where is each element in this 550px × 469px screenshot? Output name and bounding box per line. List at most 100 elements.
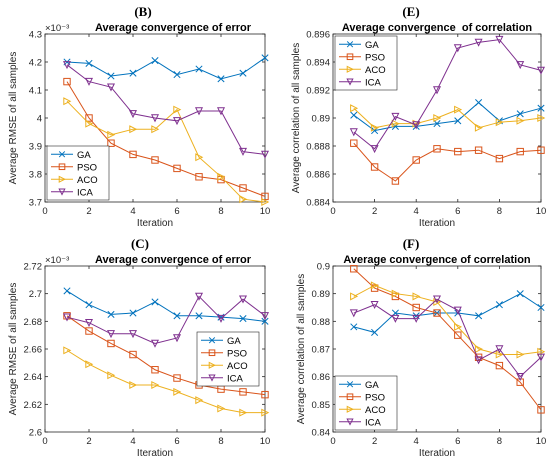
data-point-aco <box>85 360 94 369</box>
y-axis-label: Average RMSE of all samples <box>8 283 19 416</box>
data-point-ga <box>537 303 545 312</box>
exponent-label: ×10⁻³ <box>45 23 69 34</box>
y-tick-label: 2.64 <box>24 372 43 383</box>
data-point-ga <box>495 301 503 309</box>
data-point-ica <box>260 312 270 321</box>
legend-swatch-marker <box>346 393 354 401</box>
legend-label: GA <box>365 380 379 391</box>
data-point-aco <box>516 116 525 125</box>
data-point-pso <box>173 374 181 382</box>
legend-box <box>46 145 110 201</box>
data-point-pso <box>239 184 247 192</box>
data-point-pso <box>412 156 420 164</box>
data-point-pso <box>85 327 93 335</box>
data-point-pso <box>107 339 115 348</box>
data-point-ica <box>453 44 462 53</box>
data-point-pso <box>433 145 441 153</box>
data-point-ica <box>128 330 138 339</box>
x-tick-label: 4 <box>130 436 135 447</box>
data-point-ica <box>106 83 116 92</box>
data-point-pso <box>129 150 137 159</box>
legend-swatch-marker <box>346 65 354 73</box>
x-tick-label: 0 <box>42 206 47 217</box>
data-point-ga <box>516 290 524 298</box>
x-tick-label: 0 <box>330 206 335 217</box>
data-point-ica <box>106 330 116 339</box>
data-point-ica <box>349 309 358 318</box>
y-tick-label: 4 <box>37 114 42 125</box>
data-point-aco <box>107 130 116 139</box>
legend-label: GA <box>227 336 241 347</box>
data-point-ica <box>150 114 160 123</box>
data-point-pso <box>239 388 247 396</box>
y-tick-label: 2.72 <box>24 262 43 273</box>
data-point-aco <box>261 408 270 417</box>
x-tick-label: 2 <box>86 206 91 217</box>
data-point-pso <box>129 350 137 359</box>
x-tick-label: 10 <box>536 206 547 217</box>
data-point-aco <box>239 408 248 417</box>
y-tick-label: 0.89 <box>312 289 331 300</box>
x-tick-label: 4 <box>414 206 419 217</box>
data-point-ica <box>128 110 138 119</box>
data-point-pso <box>261 192 269 201</box>
data-point-pso <box>391 177 400 185</box>
y-tick-label: 0.86 <box>312 372 331 383</box>
data-point-pso <box>63 77 71 86</box>
data-point-aco <box>516 350 525 359</box>
data-point-ga <box>261 317 269 325</box>
chart-panel-e: 0 2 4 6 8 10 0.884 0.886 0.888 0.89 0.892 0.894 0.89… <box>291 22 546 229</box>
x-tick-label: 6 <box>174 436 179 447</box>
legend-box <box>334 375 398 431</box>
series-line-pso <box>66 81 266 197</box>
x-tick-label: 6 <box>174 206 179 217</box>
y-axis-label: Average RMSE of all samples <box>8 52 19 185</box>
y-tick-label: 0.888 <box>306 142 330 153</box>
data-point-aco <box>433 113 442 123</box>
legend-label: ACO <box>227 361 248 372</box>
y-tick-label: 0.84 <box>312 428 331 439</box>
y-tick-label: 0.884 <box>306 198 330 209</box>
series-line-aco <box>353 107 542 129</box>
x-tick-label: 0 <box>42 436 47 447</box>
y-tick-label: 0.9 <box>317 262 330 273</box>
series-ga <box>63 287 269 325</box>
legend-label: PSO <box>365 52 385 63</box>
data-point-ga <box>173 312 181 320</box>
data-point-ga <box>475 99 483 107</box>
data-point-aco <box>129 125 138 134</box>
legend-swatch-marker <box>208 349 216 357</box>
legend-swatch-marker <box>346 418 354 426</box>
series-ica <box>349 35 546 154</box>
x-tick-label: 10 <box>260 436 271 447</box>
data-point-ga <box>261 54 269 62</box>
data-point-ga <box>239 315 247 323</box>
x-tick-label: 8 <box>497 206 502 217</box>
legend-label: ACO <box>365 65 386 76</box>
data-point-pso <box>173 164 181 173</box>
series-line-pso <box>66 315 266 396</box>
data-point-aco <box>63 346 72 355</box>
x-tick-label: 6 <box>455 206 460 217</box>
data-point-aco <box>474 344 483 354</box>
data-point-pso <box>412 303 420 312</box>
data-point-aco <box>537 113 546 123</box>
x-axis-label: Iteration <box>137 448 173 459</box>
series-line-ga <box>353 293 542 333</box>
legend-label: ICA <box>365 417 382 428</box>
data-point-pso <box>516 147 524 156</box>
series-line-pso <box>353 268 542 411</box>
data-point-ica <box>432 86 442 95</box>
legend-label: ICA <box>227 373 244 384</box>
y-tick-label: 0.894 <box>306 58 330 69</box>
data-point-aco <box>350 104 359 113</box>
data-point-ica <box>172 334 182 343</box>
legend-label: GA <box>77 150 91 161</box>
data-point-ica <box>391 112 400 121</box>
data-point-ga <box>537 104 545 112</box>
x-tick-label: 4 <box>130 206 135 217</box>
series-line-ica <box>353 39 542 150</box>
y-axis-label: Average correlation of all samples <box>291 43 302 193</box>
panel-letter-b: (B) <box>134 4 151 19</box>
